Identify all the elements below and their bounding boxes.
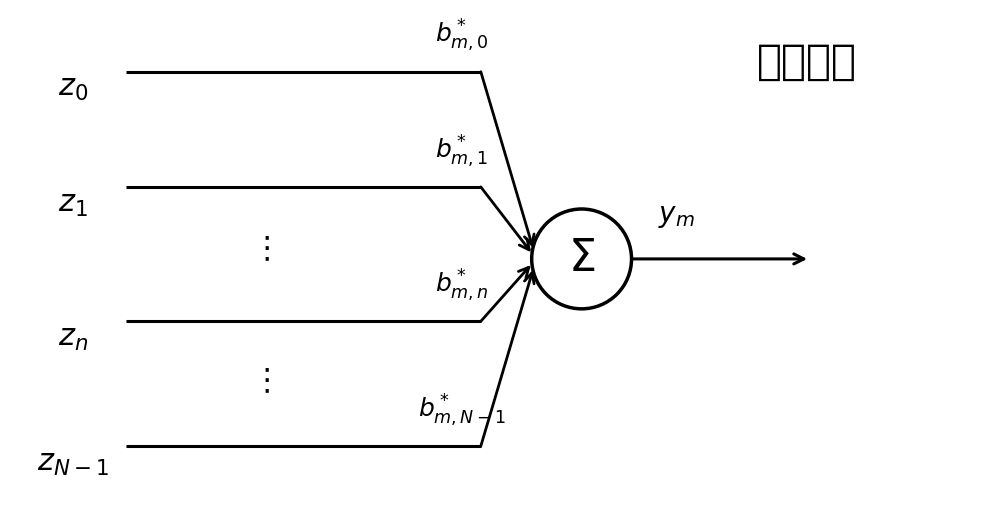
- Text: $z_n$: $z_n$: [58, 324, 88, 353]
- Text: $b^*_{m,0}$: $b^*_{m,0}$: [435, 19, 488, 54]
- Text: $z_1$: $z_1$: [58, 190, 88, 218]
- Text: 波束加权: 波束加权: [757, 41, 857, 83]
- Text: $y_m$: $y_m$: [658, 202, 695, 230]
- Text: $z_0$: $z_0$: [58, 75, 88, 103]
- Circle shape: [532, 209, 632, 309]
- Text: $b^*_{m,N-1}$: $b^*_{m,N-1}$: [418, 393, 506, 429]
- Text: $\Sigma$: $\Sigma$: [568, 237, 595, 281]
- Text: $b^*_{m,n}$: $b^*_{m,n}$: [435, 268, 488, 304]
- Text: $\vdots$: $\vdots$: [251, 368, 269, 396]
- Text: $\vdots$: $\vdots$: [251, 235, 269, 264]
- Text: $z_{N-1}$: $z_{N-1}$: [37, 449, 109, 478]
- Text: $b^*_{m,1}$: $b^*_{m,1}$: [435, 134, 488, 170]
